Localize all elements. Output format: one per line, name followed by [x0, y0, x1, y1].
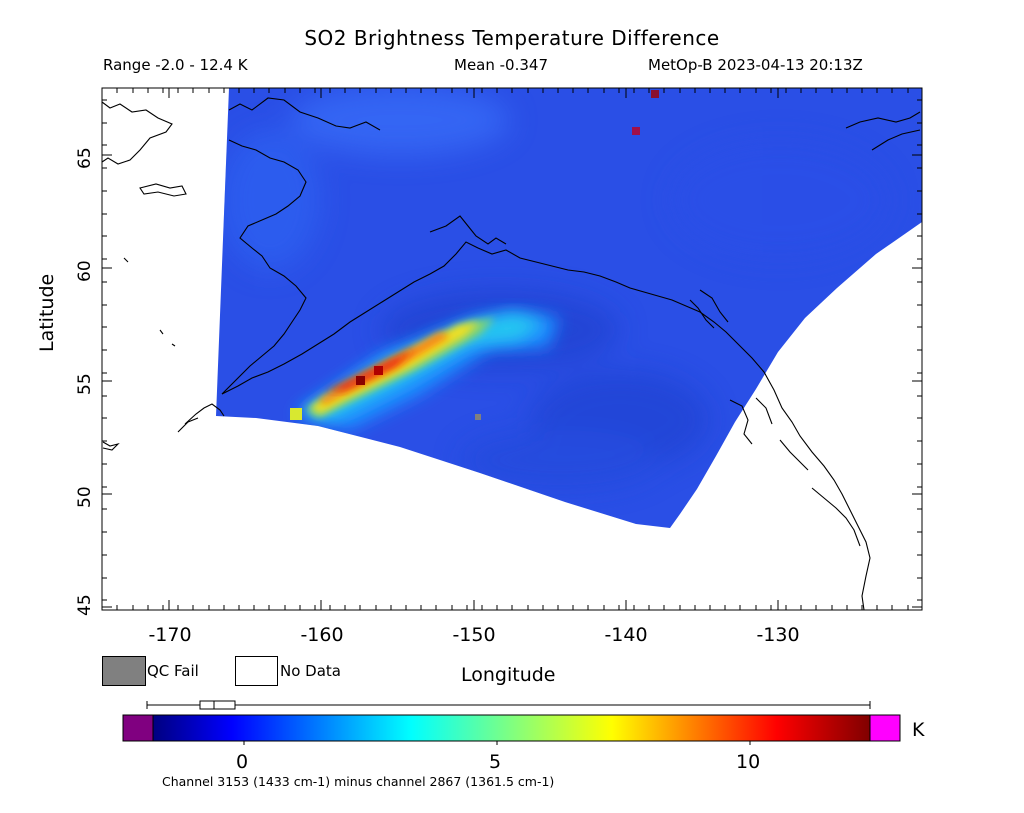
- y-tick-label: 45: [75, 594, 95, 616]
- colorbar-tick-label: 0: [236, 751, 249, 773]
- colorbar-tick-label: 5: [489, 751, 502, 773]
- no-data-swatch: [235, 656, 278, 686]
- mean-text: Mean -0.347: [454, 56, 548, 74]
- x-tick-label: -140: [604, 624, 647, 646]
- coastlines: [101, 97, 921, 611]
- range-text: Range -2.0 - 12.4 K: [103, 56, 248, 74]
- hot-pixel: [632, 127, 640, 135]
- swath: [216, 88, 922, 528]
- y-tick-label: 55: [75, 373, 95, 395]
- so2-plume: [290, 310, 560, 430]
- chart-title: SO2 Brightness Temperature Difference: [304, 26, 720, 50]
- y-tick-label: 50: [75, 486, 95, 508]
- y-tick-label: 60: [75, 260, 95, 282]
- x-tick-label: -170: [148, 624, 191, 646]
- colorbar-tick-label: 10: [736, 751, 761, 773]
- x-tick-label: -130: [756, 624, 799, 646]
- axis-ticks: [102, 88, 922, 610]
- satellite-time-text: MetOp-B 2023-04-13 20:13Z: [648, 56, 863, 74]
- channel-description: Channel 3153 (1433 cm-1) minus channel 2…: [162, 774, 555, 789]
- no-data-label: No Data: [280, 662, 341, 680]
- x-axis-label: Longitude: [461, 664, 556, 686]
- qc-fail-swatch: [102, 656, 146, 686]
- x-tick-label: -150: [452, 624, 495, 646]
- y-tick-label: 65: [75, 147, 95, 169]
- qc-fail-label: QC Fail: [147, 662, 199, 680]
- x-tick-label: -160: [300, 624, 343, 646]
- colorbar-unit: K: [912, 719, 925, 741]
- y-axis-label: Latitude: [36, 273, 58, 352]
- hot-pixel: [651, 90, 659, 98]
- qc-fail-pixel: [475, 414, 481, 420]
